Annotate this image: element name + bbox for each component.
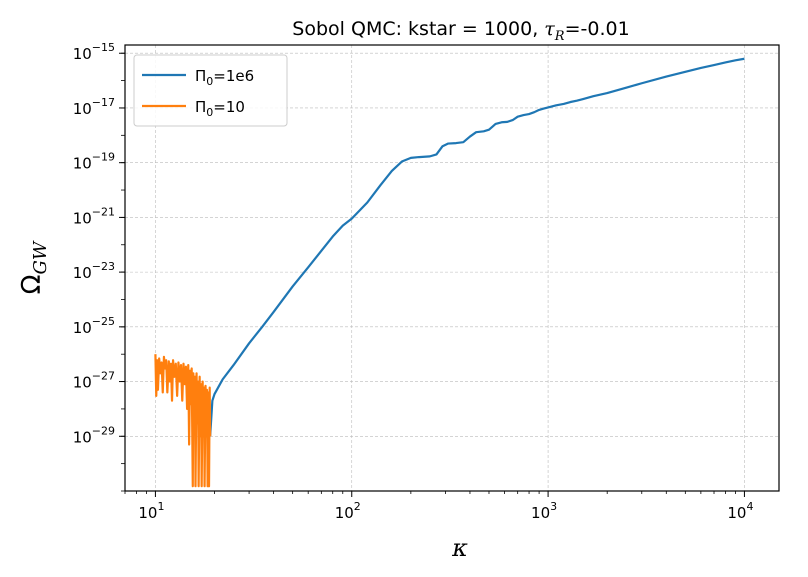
- legend-box: [133, 54, 288, 127]
- x-tick-label: 103: [531, 500, 557, 522]
- y-tick-label: 10−15: [73, 41, 115, 63]
- y-tick-label: 10−25: [73, 315, 115, 337]
- x-tick-label: 102: [335, 500, 361, 522]
- legend-label-pi0-1e6: Π0=1e6: [195, 67, 254, 88]
- y-tick-label: 10−21: [73, 205, 115, 227]
- x-axis-label: κ: [451, 534, 468, 562]
- svg-text:ΩGW: ΩGW: [17, 240, 51, 294]
- y-tick-label: 10−23: [73, 260, 115, 282]
- y-tick-label: 10−27: [73, 370, 115, 392]
- y-tick-label: 10−19: [73, 151, 115, 173]
- x-ticks: 101 102 103 104: [124, 491, 753, 522]
- series-line-pi0-1e6: [209, 57, 745, 437]
- x-tick-label: 101: [138, 500, 164, 522]
- chart-title: Sobol QMC: kstar = 1000, τR=-0.01: [292, 18, 629, 44]
- x-tick-label: 104: [727, 500, 753, 522]
- series-layer: [154, 57, 745, 488]
- plot-frame: [124, 44, 780, 492]
- legend-label-pi0-10: Π0=10: [195, 98, 245, 119]
- y-ticks: 10−15 10−17 10−19 10−21 10−23 10−25 10−27 10−29: [73, 41, 125, 492]
- y-tick-label: 10−17: [73, 96, 115, 118]
- series-line-pi0-10: [154, 354, 212, 488]
- y-tick-label: 10−29: [73, 424, 115, 446]
- y-axis-label: ΩGW: [17, 240, 51, 294]
- legend: Π0=1e6 Π0=10: [133, 54, 288, 127]
- grid: [125, 45, 779, 491]
